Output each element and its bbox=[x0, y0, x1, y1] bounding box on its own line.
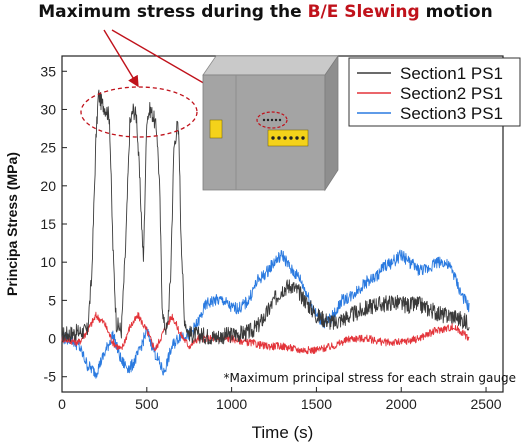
x-tick-label: 1000 bbox=[216, 396, 247, 412]
legend-label-3: Section3 PS1 bbox=[400, 104, 503, 123]
y-tick-label: -5 bbox=[44, 369, 57, 385]
series-line-1 bbox=[61, 89, 470, 345]
box-top-face bbox=[202, 55, 339, 76]
axes: 0 500 1000 1500 2000 2500-505101520253035Time… bbox=[4, 55, 504, 442]
headline: Maximum stress during the B/E Slewing mo… bbox=[0, 2, 531, 22]
y-tick-label: 30 bbox=[40, 101, 56, 117]
legend-box bbox=[348, 57, 521, 127]
y-tick-label: 35 bbox=[40, 63, 56, 79]
x-tick-label: 0 bbox=[58, 396, 66, 412]
y-tick-label: 15 bbox=[40, 216, 56, 232]
y-tick-label: 0 bbox=[48, 331, 56, 347]
x-axis-title: Time (s) bbox=[252, 423, 314, 442]
y-tick-label: 25 bbox=[40, 140, 56, 156]
footnote: *Maximum principal stress for each strai… bbox=[224, 371, 516, 385]
legend-label-1: Section1 PS1 bbox=[400, 64, 503, 83]
x-tick-label: 2000 bbox=[386, 396, 417, 412]
y-tick-label: 20 bbox=[40, 178, 56, 194]
x-tick-label: 500 bbox=[135, 396, 159, 412]
callout-arrow-to-peaks bbox=[103, 29, 139, 88]
headline-highlight: B/E Slewing bbox=[307, 2, 420, 22]
enclosure-box-with-gauges-icon bbox=[202, 54, 339, 192]
y-tick-label: 10 bbox=[40, 254, 56, 270]
yellow-label-gauges bbox=[267, 129, 309, 147]
headline-post: motion bbox=[419, 2, 493, 22]
y-axis-title: Principa Stress (MPa) bbox=[4, 152, 20, 296]
legend-label-2: Section2 PS1 bbox=[400, 84, 503, 103]
x-tick-label: 2500 bbox=[470, 396, 501, 412]
series-layer bbox=[61, 89, 470, 379]
headline-pre: Maximum stress during the bbox=[38, 2, 308, 22]
yellow-label-left bbox=[209, 119, 223, 139]
series-line-3 bbox=[61, 249, 470, 379]
x-tick-label: 1500 bbox=[301, 396, 332, 412]
peak-highlight-ellipse bbox=[80, 86, 198, 138]
gauge-highlight-ellipse bbox=[256, 111, 288, 129]
box-right-face bbox=[324, 54, 339, 192]
series-line-2 bbox=[61, 311, 470, 355]
strain-gauge-markers bbox=[262, 118, 305, 140]
y-tick-label: 5 bbox=[48, 292, 56, 308]
